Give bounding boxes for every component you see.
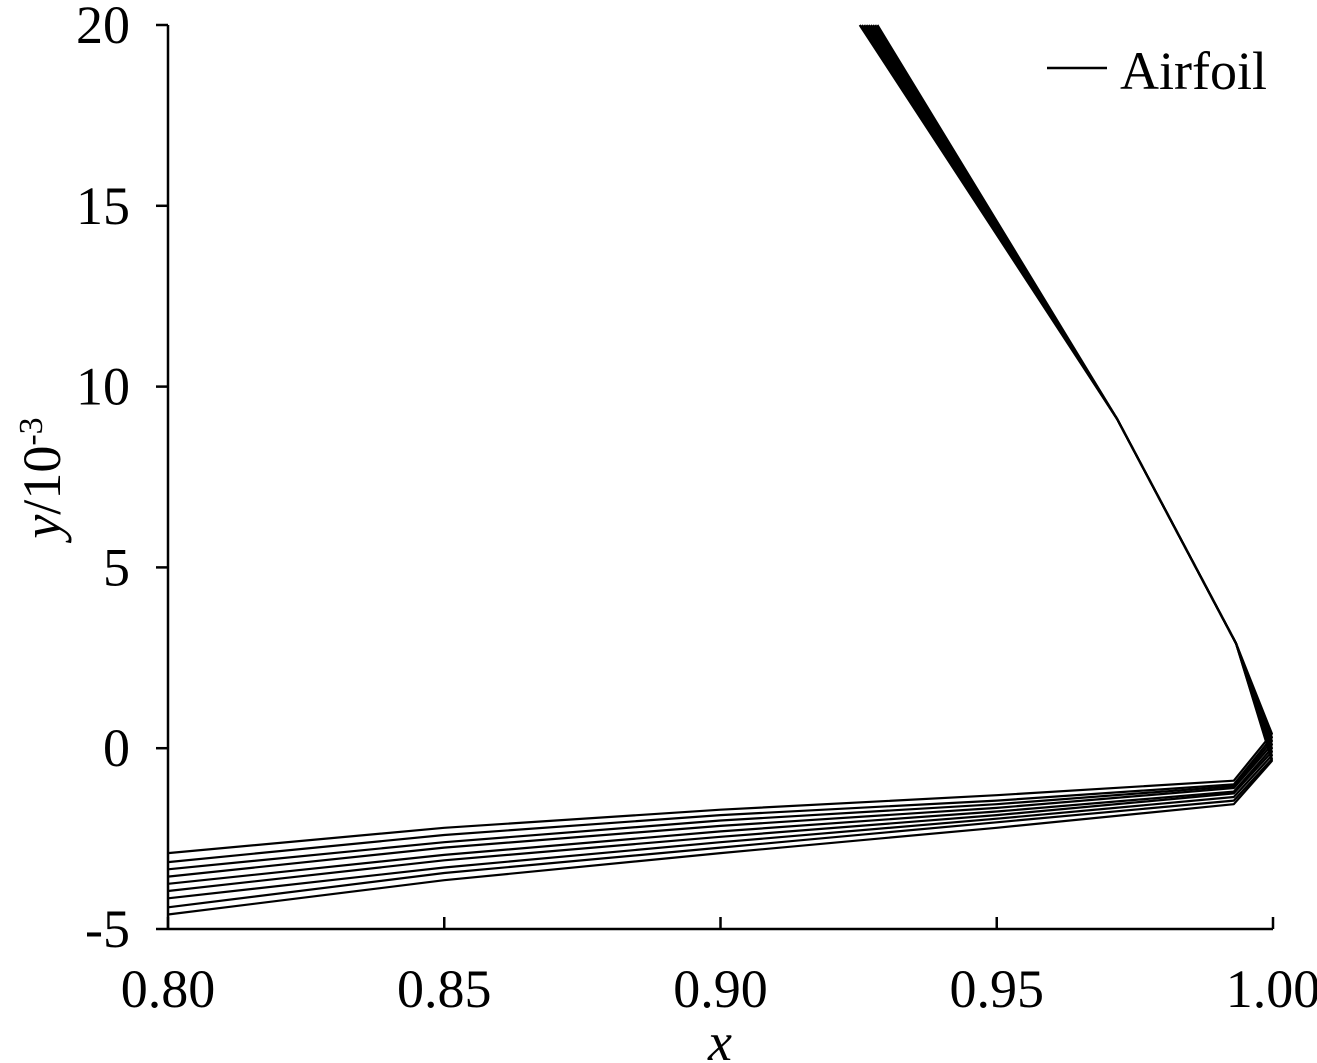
series-line-8: [167, 24, 1274, 909]
y-axis-title: y/10-3: [12, 417, 72, 543]
series-line-7: [167, 24, 1274, 900]
y-tick-label: 0: [103, 718, 130, 778]
y-ticks: -5 0 5 10 15 20: [76, 0, 168, 959]
series-line-6: [167, 24, 1274, 893]
y-axis-title-rest: /10: [12, 446, 72, 515]
x-ticks: 0.80 0.85 0.90 0.95 1.00: [121, 917, 1317, 1019]
series-layer: [167, 24, 1274, 916]
series-line-3: [167, 24, 1274, 871]
x-tick-label: 0.95: [950, 959, 1045, 1019]
legend-label-airfoil: Airfoil: [1120, 41, 1267, 101]
series-line-1: [167, 24, 1274, 855]
series-line-4: [167, 24, 1274, 878]
y-tick-label: 20: [76, 0, 130, 55]
x-tick-label: 0.90: [673, 959, 768, 1019]
y-axis-title-sup: -3: [13, 417, 50, 445]
legend: Airfoil: [1047, 41, 1267, 101]
series-line-9: [167, 24, 1274, 916]
x-tick-label: 1.00: [1226, 959, 1317, 1019]
y-tick-label: 5: [103, 537, 130, 597]
y-axis-title-main: y: [12, 515, 72, 544]
x-tick-label: 0.85: [397, 959, 492, 1019]
series-line-2: [167, 24, 1274, 864]
y-tick-label: -5: [85, 899, 130, 959]
y-tick-label: 15: [76, 176, 130, 236]
y-tick-label: 10: [76, 357, 130, 417]
x-axis-title: x: [707, 1012, 732, 1063]
x-tick-label: 0.80: [121, 959, 216, 1019]
series-line-5: [167, 24, 1274, 885]
